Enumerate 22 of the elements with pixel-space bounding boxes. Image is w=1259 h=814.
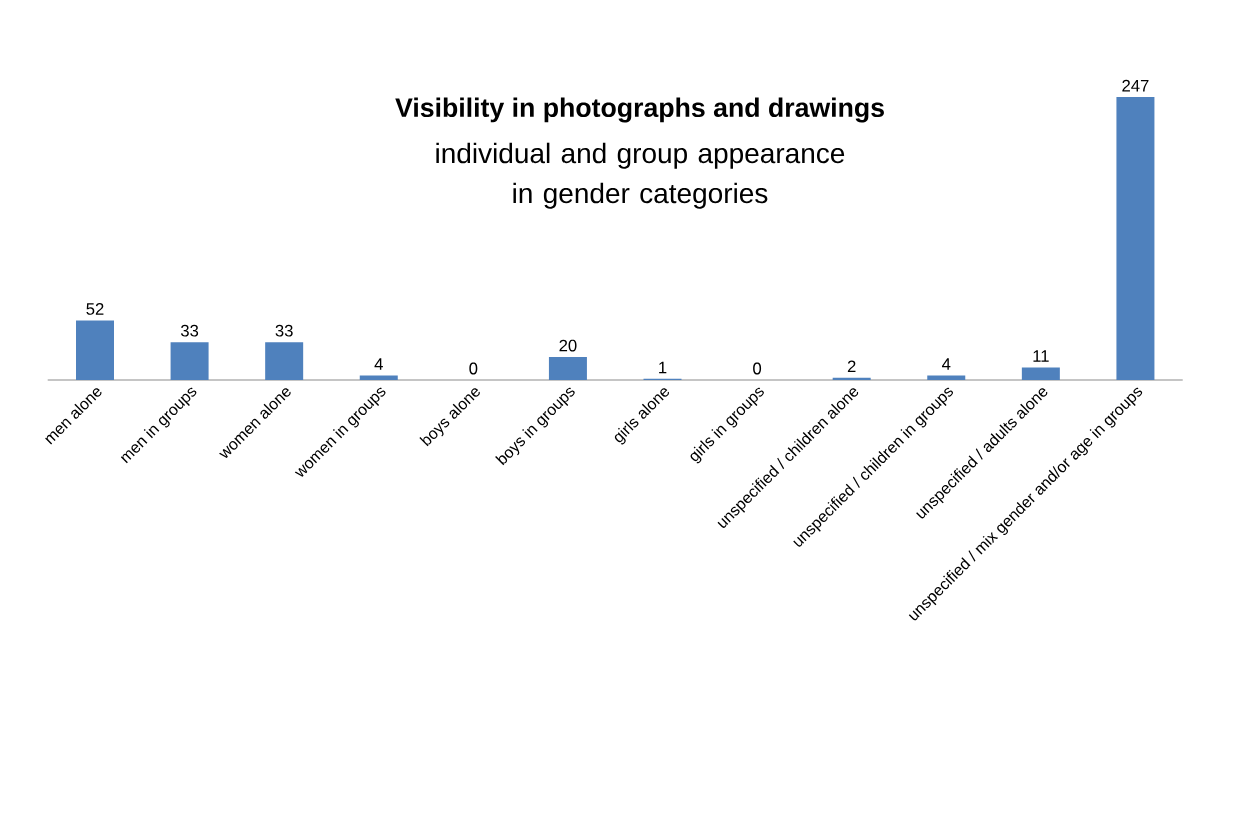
text: individual and group appearance in gender categories: [436, 142, 845, 209]
data-label: 11: [1033, 350, 1049, 362]
bar: [170, 342, 209, 380]
bar: [265, 342, 304, 380]
chart-title: Visibility in photographs and drawings: [395, 97, 884, 123]
data-label: 0: [469, 362, 478, 375]
bar: [1116, 96, 1155, 380]
data-label: 52: [86, 303, 104, 315]
bar: [548, 357, 587, 380]
bar: [359, 375, 398, 380]
data-label: 4: [374, 358, 383, 370]
data-label: 20: [559, 339, 577, 352]
data-label: 2: [847, 360, 856, 373]
bar: [927, 375, 966, 380]
bar: [1021, 367, 1060, 380]
data-label: 33: [180, 324, 199, 337]
data-label: 4: [942, 358, 951, 370]
data-label: 0: [753, 362, 762, 375]
bar: [76, 320, 114, 380]
data-label: 33: [275, 324, 293, 337]
data-label: 247: [1122, 79, 1149, 92]
data-label: 1: [659, 361, 667, 374]
